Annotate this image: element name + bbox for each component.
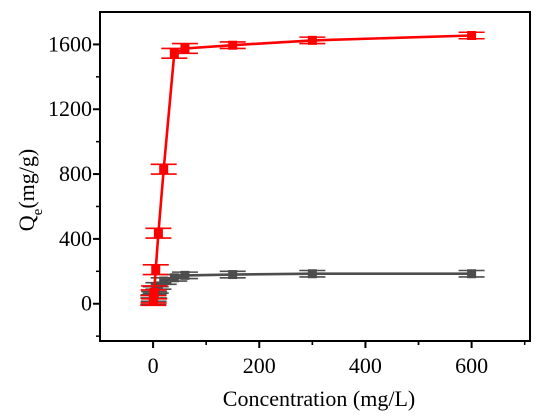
data-point — [159, 164, 169, 174]
y-axis-title-subscript: e — [30, 208, 46, 215]
data-point — [307, 35, 317, 45]
plot-border — [99, 11, 531, 342]
y-tick-label: 1200 — [48, 96, 92, 121]
y-axis-title-base: Q — [14, 215, 39, 231]
data-point — [169, 273, 179, 283]
x-tick-label: 600 — [455, 353, 488, 378]
x-axis-title: Concentration (mg/L) — [223, 386, 415, 411]
x-tick-label: 0 — [148, 353, 159, 378]
axis-ticks: 0 200 400 600 0 400 800 1200 1600 — [48, 31, 526, 378]
y-axis-title-rest: (mg/g) — [14, 149, 39, 209]
data-point — [180, 270, 190, 280]
data-point — [307, 269, 317, 279]
y-axis-title: Qe(mg/g) — [14, 149, 46, 231]
x-tick-label: 200 — [243, 353, 276, 378]
y-tick-label: 0 — [81, 291, 92, 316]
y-tick-label: 1600 — [48, 31, 92, 56]
y-tick-label: 800 — [59, 161, 92, 186]
series-0 — [140, 31, 485, 307]
series-line — [152, 34, 472, 301]
data-point — [149, 287, 159, 297]
data-point — [153, 228, 163, 238]
data-point — [467, 31, 477, 40]
series-1 — [140, 269, 485, 306]
y-tick-label: 400 — [59, 226, 92, 251]
series-layer — [140, 31, 485, 307]
x-tick-label: 400 — [349, 353, 382, 378]
plot-frame — [99, 11, 531, 342]
data-point — [151, 265, 161, 275]
data-point — [228, 270, 238, 280]
data-point — [180, 43, 190, 53]
data-point — [228, 40, 238, 50]
data-point — [467, 269, 477, 279]
